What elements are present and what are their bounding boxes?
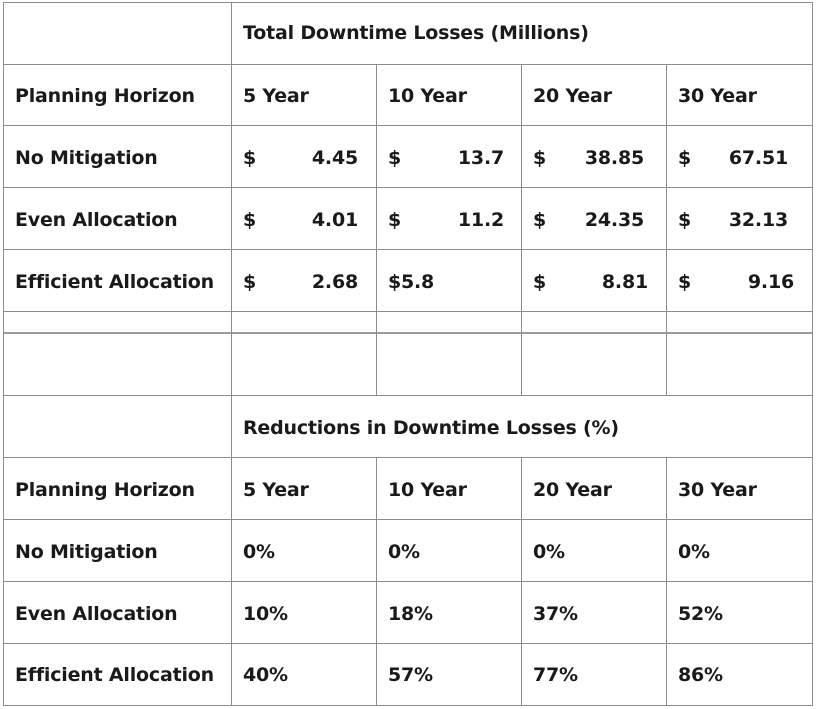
row-label-even-allocation: Even Allocation bbox=[15, 603, 178, 625]
currency-symbol: $5.8 bbox=[388, 271, 435, 293]
currency-symbol: $ bbox=[243, 209, 257, 231]
table-rule bbox=[376, 64, 377, 333]
table-rule bbox=[3, 2, 813, 3]
currency-symbol: $ bbox=[243, 271, 257, 293]
reduction-value: 57% bbox=[388, 664, 433, 686]
table-rule bbox=[3, 457, 813, 458]
column-header-10-year: 10 Year bbox=[388, 85, 467, 107]
loss-value: 38.85 bbox=[584, 147, 644, 169]
currency-symbol: $ bbox=[678, 147, 692, 169]
table-rule bbox=[3, 519, 813, 520]
currency-symbol: $ bbox=[678, 271, 692, 293]
row-header-planning-horizon: Planning Horizon bbox=[15, 85, 195, 107]
table-rule bbox=[521, 457, 522, 706]
loss-value: 4.01 bbox=[311, 209, 358, 231]
row-header-planning-horizon: Planning Horizon bbox=[15, 479, 195, 501]
table-rule bbox=[3, 187, 813, 188]
reduction-value: 52% bbox=[678, 603, 723, 625]
table-rule bbox=[521, 64, 522, 333]
table-rule bbox=[812, 2, 813, 706]
column-header-20-year: 20 Year bbox=[533, 479, 612, 501]
table-rule bbox=[3, 311, 813, 312]
column-header-30-year: 30 Year bbox=[678, 85, 757, 107]
reduction-value: 86% bbox=[678, 664, 723, 686]
table-rule bbox=[3, 249, 813, 250]
table-rule bbox=[3, 64, 813, 65]
loss-value: 2.68 bbox=[311, 271, 358, 293]
reduction-value: 18% bbox=[388, 603, 433, 625]
column-header-20-year: 20 Year bbox=[533, 85, 612, 107]
reduction-value: 0% bbox=[388, 541, 420, 563]
loss-value: 9.16 bbox=[747, 271, 794, 293]
loss-value: 4.45 bbox=[311, 147, 358, 169]
reduction-value: 40% bbox=[243, 664, 288, 686]
column-header-30-year: 30 Year bbox=[678, 479, 757, 501]
table-rule bbox=[666, 333, 667, 396]
reduction-value: 0% bbox=[243, 541, 275, 563]
currency-symbol: $ bbox=[388, 209, 402, 231]
loss-value: 8.81 bbox=[601, 271, 648, 293]
table-rule bbox=[521, 333, 522, 396]
table-rule bbox=[3, 125, 813, 126]
table-rule bbox=[666, 457, 667, 706]
column-header-5-year: 5 Year bbox=[243, 479, 309, 501]
table-rule bbox=[3, 395, 813, 396]
currency-symbol: $ bbox=[533, 209, 547, 231]
loss-value: 24.35 bbox=[584, 209, 644, 231]
column-header-5-year: 5 Year bbox=[243, 85, 309, 107]
table-rule bbox=[666, 64, 667, 333]
table-rule bbox=[3, 643, 813, 644]
loss-value: 67.51 bbox=[728, 147, 788, 169]
section-title-total: Total Downtime Losses (Millions) bbox=[243, 22, 589, 44]
reduction-value: 10% bbox=[243, 603, 288, 625]
loss-value: 11.2 bbox=[457, 209, 504, 231]
table-rule bbox=[3, 332, 813, 334]
row-label-no-mitigation: No Mitigation bbox=[15, 541, 158, 563]
row-label-efficient-allocation: Efficient Allocation bbox=[15, 271, 214, 293]
table-rule bbox=[231, 2, 232, 706]
currency-symbol: $ bbox=[533, 271, 547, 293]
loss-value: 32.13 bbox=[728, 209, 788, 231]
loss-value: 13.7 bbox=[457, 147, 504, 169]
row-label-no-mitigation: No Mitigation bbox=[15, 147, 158, 169]
table-rule bbox=[3, 705, 813, 706]
currency-symbol: $ bbox=[678, 209, 692, 231]
table-rule bbox=[376, 333, 377, 396]
reduction-value: 0% bbox=[678, 541, 710, 563]
currency-symbol: $ bbox=[388, 147, 402, 169]
section-title-reductions: Reductions in Downtime Losses (%) bbox=[243, 417, 619, 439]
currency-symbol: $ bbox=[243, 147, 257, 169]
table-rule bbox=[376, 457, 377, 706]
row-label-efficient-allocation: Efficient Allocation bbox=[15, 664, 214, 686]
reduction-value: 0% bbox=[533, 541, 565, 563]
reduction-value: 37% bbox=[533, 603, 578, 625]
table-rule bbox=[3, 581, 813, 582]
currency-symbol: $ bbox=[533, 147, 547, 169]
column-header-10-year: 10 Year bbox=[388, 479, 467, 501]
table-rule bbox=[3, 2, 4, 706]
row-label-even-allocation: Even Allocation bbox=[15, 209, 178, 231]
reduction-value: 77% bbox=[533, 664, 578, 686]
